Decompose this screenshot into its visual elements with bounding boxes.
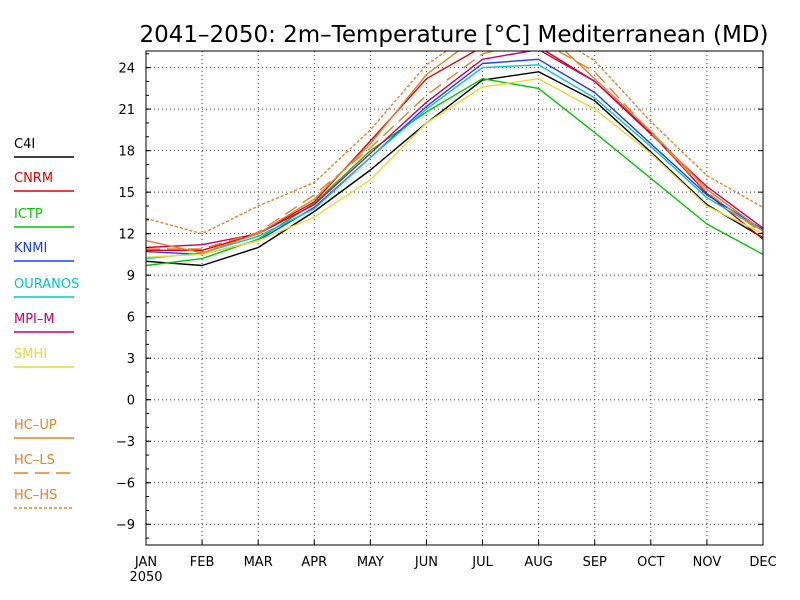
series-line-hc-up: [146, 51, 763, 254]
series-line-c4i: [146, 71, 763, 267]
x-tick-label: JUN: [414, 555, 438, 570]
x-tick-label: AUG: [524, 555, 552, 570]
series-line-ouranos: [146, 64, 763, 260]
y-tick-label: 15: [118, 186, 135, 201]
legend-label-cnrm: CNRM: [14, 171, 53, 186]
legend-label-knmi: KNMI: [14, 241, 47, 256]
grid: [146, 51, 763, 545]
y-tick-label: 18: [118, 145, 135, 160]
y-tick-label: 9: [127, 269, 135, 284]
x-tick-label: MAY: [357, 555, 384, 570]
y-tick-label: −9: [116, 518, 135, 533]
y-tick-label: −6: [116, 477, 135, 492]
legend-label-smhi: SMHI: [14, 347, 47, 362]
x-tick-label: MAR: [244, 555, 273, 570]
series-lines: [146, 51, 763, 267]
x-year-label: 2050: [129, 570, 162, 585]
legend: C4I CNRM ICTP KNMI OURANOS MPI–M SMHI HC–UP HC–L…: [14, 137, 79, 509]
legend-label-ouranos: OURANOS: [14, 277, 79, 292]
x-axis: JAN FEB MAR APR MAY JUN JUL AUG SEP OCT NOV DEC: [134, 540, 777, 570]
series-line-hc-hs: [146, 51, 763, 235]
y-tick-label: 0: [127, 394, 135, 409]
y-tick-label: 12: [118, 228, 135, 243]
legend-label-hc-up: HC–UP: [14, 418, 57, 433]
y-tick-label: 24: [118, 62, 135, 77]
legend-label-ictp: ICTP: [14, 207, 43, 222]
x-tick-label: NOV: [693, 555, 722, 570]
legend-label-hc-ls: HC–LS: [14, 453, 55, 468]
x-tick-label: SEP: [583, 555, 607, 570]
y-tick-label: 3: [127, 352, 135, 367]
plot-frame: [145, 50, 764, 546]
x-tick-label: FEB: [190, 555, 215, 570]
chart-title: 2041–2050: 2m–Temperature [°C] Mediterra…: [140, 22, 769, 48]
series-line-hc-ls: [146, 51, 763, 250]
x-tick-label: DEC: [749, 555, 776, 570]
series-line-smhi: [146, 77, 763, 258]
legend-label-hc-hs: HC–HS: [14, 488, 57, 503]
series-line-mpi-m: [146, 51, 763, 249]
x-tick-label: OCT: [637, 555, 664, 570]
y-axis: 24 21 18 15 12 9 6 3 0 −3 −6 −9: [116, 53, 763, 539]
legend-label-c4i: C4I: [14, 137, 35, 152]
x-tick-label: APR: [301, 555, 327, 570]
x-tick-label: JUL: [471, 555, 493, 570]
y-tick-label: −3: [116, 435, 135, 450]
x-tick-label: JAN: [134, 555, 157, 570]
y-tick-label: 21: [118, 103, 135, 118]
legend-label-mpi-m: MPI–M: [14, 312, 55, 327]
series-line-cnrm: [146, 51, 763, 252]
y-tick-label: 6: [127, 311, 135, 326]
